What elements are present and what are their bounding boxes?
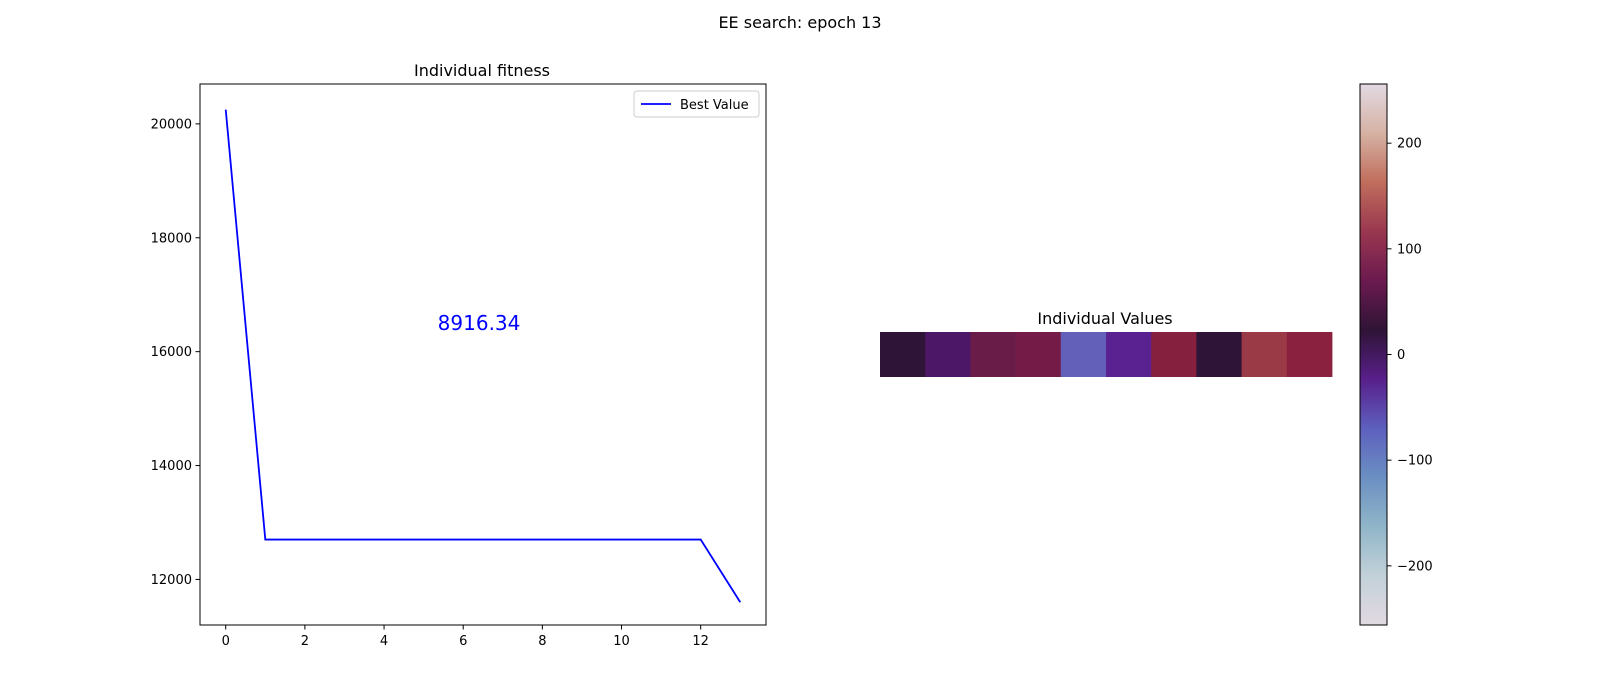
fitness-title: Individual fitness [414,61,550,80]
heatmap-cell [925,332,971,377]
x-tick-label: 0 [222,634,230,649]
colorbar-tick-label: −200 [1397,559,1433,574]
x-tick-label: 6 [459,634,467,649]
x-tick-label: 2 [301,634,309,649]
x-tick-label: 8 [538,634,546,649]
legend-box [633,90,760,118]
values-axes: Individual Values [880,309,1333,377]
fitness-axes: Individual fitness 0 2 4 6 8 10 12 12000140001… [151,61,767,649]
fitness-x-ticks: 0 2 4 6 8 10 12 [222,625,709,649]
colorbar-tick-label: 100 [1397,242,1422,257]
heatmap-cell [1015,332,1062,377]
fitness-y-ticks: 12000 14000 16000 18000 20000 [151,117,200,588]
y-tick-label: 18000 [151,231,192,246]
legend-label-best-value: Best Value [680,98,749,113]
y-tick-label: 20000 [151,117,192,132]
fitness-legend: Best Value [633,90,760,118]
x-tick-label: 12 [692,634,709,649]
heatmap-cell [970,332,1016,377]
heatmap-cell [1060,332,1107,377]
y-tick-label: 16000 [151,345,192,360]
x-tick-label: 10 [613,634,630,649]
series-line-best-value [224,109,742,603]
x-tick-label: 4 [380,634,388,649]
fitness-series [224,109,742,603]
colorbar: −200 −100 0 100 200 [1359,83,1433,626]
y-tick-label: 12000 [151,573,192,588]
heatmap-cell [1151,332,1197,377]
heatmap-cell [1241,332,1288,377]
colorbar-tick-label: 0 [1397,348,1405,363]
values-title: Individual Values [1037,309,1172,328]
heatmap-cell [1286,332,1333,377]
fitness-plot-frame [199,83,767,626]
colorbar-gradient [1359,83,1388,626]
fitness-annotations: 8916.34 [438,311,521,335]
colorbar-tick-label: −100 [1397,454,1433,469]
y-tick-label: 14000 [151,459,192,474]
heatmap-cell [1106,332,1152,377]
colorbar-ticks: −200 −100 0 100 200 [1387,137,1433,574]
heatmap-cell [880,332,926,377]
colorbar-tick-label: 200 [1397,137,1422,152]
figure-suptitle: EE search: epoch 13 [718,13,881,32]
heatmap-cells [880,332,1333,377]
heatmap-cell [1196,332,1242,377]
best-value-annotation: 8916.34 [438,311,521,335]
